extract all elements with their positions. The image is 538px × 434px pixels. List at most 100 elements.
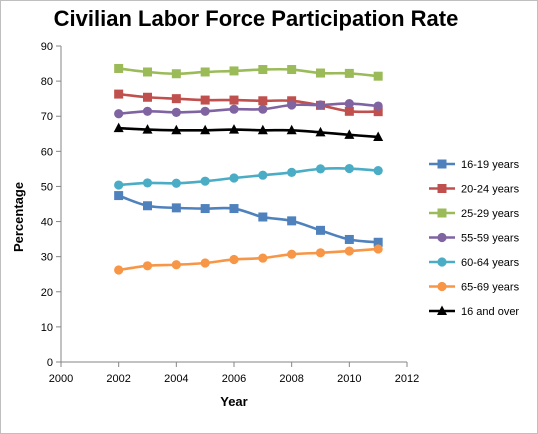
series-line	[118, 67, 379, 78]
x-tick-label: 2008	[279, 373, 303, 385]
y-tick-label: 90	[41, 41, 53, 53]
data-point	[258, 253, 268, 263]
series-16-and-over	[113, 122, 384, 141]
data-point	[114, 63, 124, 73]
data-point	[142, 178, 153, 188]
data-point	[287, 167, 297, 177]
series-line	[118, 167, 379, 187]
data-point	[171, 124, 182, 135]
data-point	[143, 67, 152, 77]
data-point	[373, 107, 383, 117]
data-point	[200, 258, 210, 268]
legend-label: 25-29 years	[461, 208, 520, 220]
data-point	[344, 68, 354, 78]
x-tick-label: 2010	[337, 373, 361, 385]
data-point	[114, 180, 124, 190]
chart-title: Civilian Labor Force Participation Rate	[54, 6, 459, 31]
legend: 16-19 years 20-24 years 25-29 years 55-59 y…	[429, 159, 520, 318]
data-point	[229, 124, 239, 134]
data-point	[315, 100, 326, 110]
data-point	[200, 176, 210, 186]
legend-entry: 20-24 years	[429, 184, 520, 196]
data-point	[344, 98, 354, 109]
data-point	[113, 122, 124, 133]
data-point	[373, 101, 383, 111]
legend-label: 20-24 years	[461, 184, 520, 196]
x-axis-label: Year	[220, 394, 247, 409]
legend-marker	[437, 281, 447, 292]
legend-marker	[437, 257, 447, 267]
y-tick-label: 30	[41, 252, 53, 264]
series-25-29-years	[114, 63, 383, 81]
data-point	[142, 124, 153, 134]
y-tick-label: 0	[47, 357, 53, 369]
data-point	[287, 249, 297, 259]
legend-marker	[437, 305, 447, 315]
legend-label: 16 and over	[461, 306, 519, 318]
data-point	[171, 260, 181, 270]
data-point	[114, 89, 124, 99]
data-point	[229, 173, 239, 183]
data-point	[143, 92, 152, 102]
data-point	[344, 129, 355, 139]
data-point	[200, 95, 210, 105]
data-point	[258, 104, 268, 114]
legend-marker	[437, 184, 447, 193]
data-point	[315, 126, 326, 137]
legend-entry: 16 and over	[429, 305, 519, 318]
series-65-69-years	[114, 244, 383, 275]
series-16-19-years	[114, 191, 383, 247]
data-point	[229, 66, 239, 76]
x-tick-label: 2004	[164, 373, 188, 385]
data-point	[171, 203, 181, 213]
y-tick-label: 80	[41, 76, 53, 88]
plot-area: 0 10 20 30 40 50 60 70 80 90 2000 2002 2004 2006 2008 2…	[41, 41, 419, 385]
data-point	[316, 225, 325, 235]
data-point	[373, 237, 383, 247]
data-point	[171, 94, 181, 104]
data-point	[143, 201, 152, 211]
x-tick-label: 2000	[49, 373, 73, 385]
legend-entry: 16-19 years	[429, 159, 520, 171]
data-point	[315, 248, 326, 258]
data-point	[258, 170, 268, 180]
y-tick-label: 60	[41, 146, 53, 158]
data-point	[287, 65, 297, 75]
data-point	[373, 71, 383, 81]
data-point	[257, 124, 268, 135]
data-point	[344, 163, 354, 174]
legend-label: 65-69 years	[461, 282, 520, 294]
y-axis-label: Percentage	[11, 182, 26, 252]
data-point	[200, 204, 210, 214]
data-point	[200, 67, 210, 77]
legend-label: 55-59 years	[461, 233, 520, 245]
data-point	[258, 96, 268, 106]
data-point	[171, 178, 181, 188]
data-point	[373, 166, 383, 176]
data-point	[287, 100, 297, 110]
data-point	[258, 212, 268, 222]
data-point	[200, 106, 210, 116]
legend-entry: 65-69 years	[429, 282, 520, 294]
series-line	[118, 102, 379, 116]
y-tick-label: 10	[41, 322, 53, 334]
data-point	[229, 104, 239, 114]
data-point	[171, 69, 181, 79]
series-55-59-years	[114, 98, 383, 119]
series-line	[118, 194, 379, 244]
y-tick-label: 40	[41, 217, 53, 229]
data-point	[258, 65, 268, 75]
x-tick-label: 2012	[395, 373, 419, 385]
legend-marker	[437, 159, 447, 169]
data-point	[229, 95, 239, 105]
data-point	[315, 164, 326, 174]
data-point	[114, 265, 124, 275]
data-point	[373, 131, 384, 141]
legend-entry: 55-59 years	[429, 233, 520, 245]
legend-label: 16-19 years	[461, 159, 520, 171]
data-point	[344, 246, 354, 256]
data-point	[286, 124, 297, 135]
series-60-64-years	[114, 163, 383, 190]
